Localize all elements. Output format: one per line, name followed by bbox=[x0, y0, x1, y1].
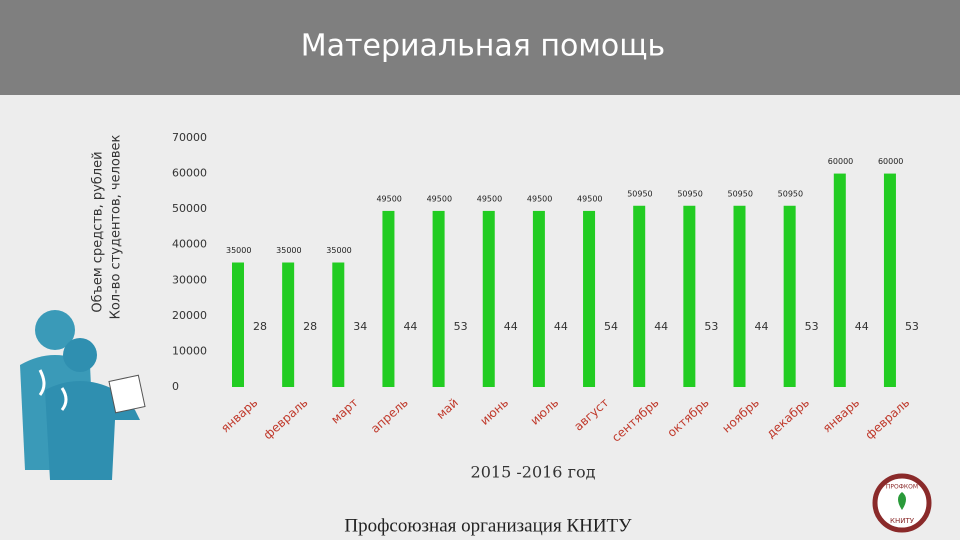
x-tick-label: февраль bbox=[261, 395, 311, 442]
x-axis-title: 2015 -2016 год bbox=[471, 463, 596, 482]
y-tick-label: 30000 bbox=[172, 273, 207, 286]
bar bbox=[783, 205, 796, 387]
value-label: 35000 bbox=[326, 246, 351, 255]
value-label: 60000 bbox=[878, 157, 903, 166]
x-tick-label: февраль bbox=[862, 395, 912, 442]
count-label: 53 bbox=[805, 320, 819, 333]
value-label: 50950 bbox=[677, 189, 702, 198]
value-label: 49500 bbox=[527, 194, 552, 203]
value-label: 49500 bbox=[477, 194, 502, 203]
count-label: 53 bbox=[454, 320, 468, 333]
count-label: 44 bbox=[504, 320, 518, 333]
y-tick-label: 0 bbox=[172, 380, 179, 393]
bar bbox=[683, 205, 696, 387]
value-label: 50950 bbox=[627, 189, 652, 198]
count-label: 28 bbox=[303, 320, 317, 333]
count-label: 34 bbox=[353, 320, 367, 333]
bar bbox=[282, 262, 295, 387]
x-tick-label: март bbox=[328, 395, 360, 426]
x-tick-label: январь bbox=[218, 395, 260, 435]
count-label: 28 bbox=[253, 320, 267, 333]
y-tick-label: 40000 bbox=[172, 238, 207, 251]
bar bbox=[482, 210, 495, 387]
logo-text: ПРОФКОМ bbox=[886, 484, 918, 491]
value-label: 49500 bbox=[427, 194, 452, 203]
bar bbox=[332, 262, 345, 387]
x-tick-label: июнь bbox=[477, 395, 511, 427]
count-label: 53 bbox=[704, 320, 718, 333]
value-label: 50950 bbox=[778, 189, 803, 198]
value-label: 60000 bbox=[828, 157, 853, 166]
illustration bbox=[20, 310, 146, 480]
y-tick-label: 70000 bbox=[172, 131, 207, 144]
bar bbox=[432, 210, 445, 387]
x-tick-label: апрель bbox=[368, 395, 411, 435]
bar bbox=[733, 205, 746, 387]
x-tick-label: сентябрь bbox=[609, 395, 662, 444]
bar bbox=[583, 210, 596, 387]
y-tick-label: 10000 bbox=[172, 344, 207, 357]
bar bbox=[532, 210, 545, 387]
count-label: 54 bbox=[604, 320, 618, 333]
logo: ПРОФКОМ КНИТУ bbox=[872, 473, 932, 533]
value-label: 49500 bbox=[376, 194, 401, 203]
count-label: 44 bbox=[554, 320, 568, 333]
count-label: 44 bbox=[403, 320, 417, 333]
slide-title: Материальная помощь bbox=[301, 29, 665, 64]
count-label: 44 bbox=[855, 320, 869, 333]
value-label: 50950 bbox=[728, 189, 753, 198]
x-tick-label: октябрь bbox=[665, 395, 712, 439]
y-axis-title: Объем средств, рублей bbox=[91, 151, 106, 312]
y-axis-title: Кол-во студентов, человек bbox=[109, 134, 124, 319]
y-tick-label: 60000 bbox=[172, 167, 207, 180]
bar bbox=[833, 173, 846, 387]
x-tick-label: май bbox=[434, 395, 461, 422]
x-tick-label: декабрь bbox=[764, 395, 812, 440]
value-label: 49500 bbox=[577, 194, 602, 203]
bar bbox=[382, 210, 395, 387]
bar bbox=[883, 173, 896, 387]
count-label: 53 bbox=[905, 320, 919, 333]
header-band bbox=[0, 0, 960, 95]
y-tick-label: 20000 bbox=[172, 309, 207, 322]
value-label: 35000 bbox=[276, 246, 301, 255]
bar bbox=[232, 262, 244, 387]
logo-text: КНИТУ bbox=[890, 517, 915, 525]
value-label: 35000 bbox=[226, 246, 251, 255]
footer: Профсоюзная организация КНИТУ bbox=[344, 515, 632, 536]
bar bbox=[633, 205, 646, 387]
count-label: 44 bbox=[755, 320, 769, 333]
y-tick-label: 50000 bbox=[172, 202, 207, 215]
count-label: 44 bbox=[654, 320, 668, 333]
x-tick-label: июль bbox=[528, 395, 562, 427]
x-tick-label: август bbox=[571, 395, 611, 433]
x-tick-label: ноябрь bbox=[719, 395, 761, 435]
x-tick-label: январь bbox=[820, 395, 862, 435]
